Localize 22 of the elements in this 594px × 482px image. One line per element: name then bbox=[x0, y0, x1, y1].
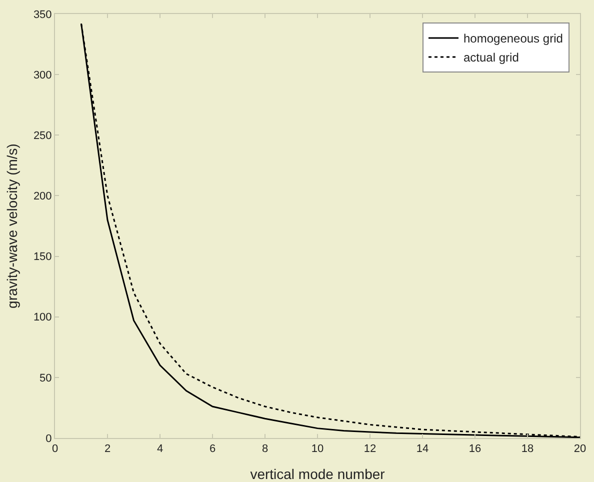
y-tick-label: 50 bbox=[40, 372, 52, 384]
x-tick-label: 20 bbox=[574, 443, 586, 456]
x-tick-label: 6 bbox=[209, 443, 216, 456]
y-tick-label: 200 bbox=[33, 190, 52, 203]
x-tick-label: 2 bbox=[104, 443, 111, 456]
x-tick-label: 8 bbox=[262, 443, 268, 456]
x-tick-label: 10 bbox=[311, 443, 324, 456]
y-tick-label: 250 bbox=[33, 130, 52, 142]
x-tick-label: 4 bbox=[156, 443, 164, 456]
x-tick-label: 14 bbox=[416, 443, 429, 456]
x-tick-label: 16 bbox=[468, 443, 482, 456]
legend-label: homogeneous grid bbox=[464, 32, 563, 46]
x-tick-label: 12 bbox=[364, 443, 376, 456]
x-tick-label: 18 bbox=[521, 443, 534, 456]
y-tick-label: 350 bbox=[33, 8, 52, 21]
legend-label: actual grid bbox=[464, 50, 519, 65]
x-axis-title: vertical mode number bbox=[250, 466, 386, 482]
y-tick-label: 0 bbox=[46, 432, 52, 445]
y-tick-label: 100 bbox=[33, 312, 52, 324]
y-tick-label: 300 bbox=[33, 69, 52, 82]
y-tick-label: 150 bbox=[33, 251, 52, 264]
y-axis-title: gravity-wave velocity (m/s) bbox=[4, 144, 20, 308]
